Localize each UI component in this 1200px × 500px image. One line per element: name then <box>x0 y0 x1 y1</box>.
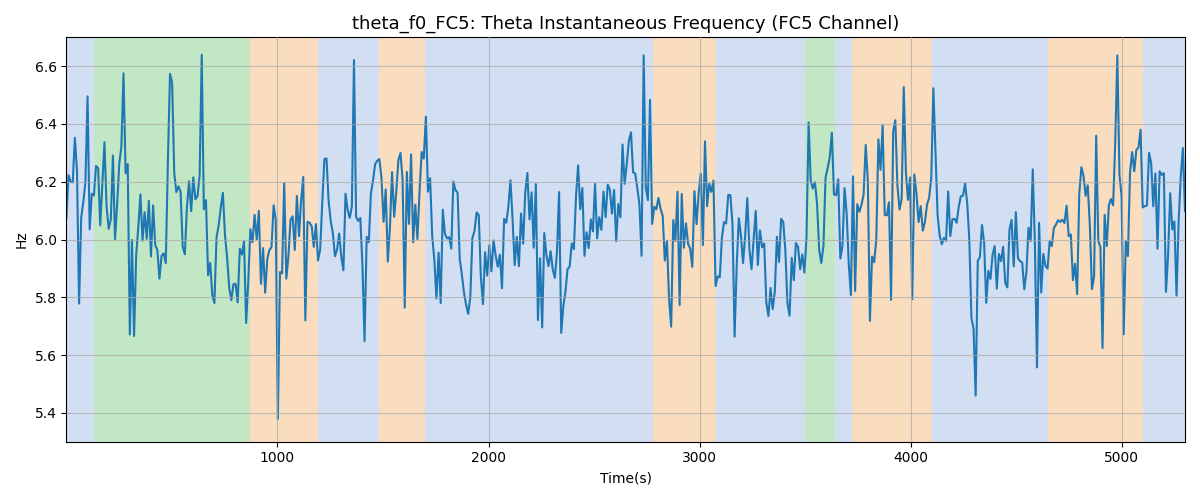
Bar <box>1048 38 1142 442</box>
Bar <box>931 38 1048 442</box>
Bar <box>94 38 250 442</box>
Bar <box>852 38 931 442</box>
Title: theta_f0_FC5: Theta Instantaneous Frequency (FC5 Channel): theta_f0_FC5: Theta Instantaneous Freque… <box>352 15 899 34</box>
Bar <box>653 38 716 442</box>
Bar <box>716 38 805 442</box>
Bar <box>66 38 94 442</box>
Bar <box>379 38 425 442</box>
Bar <box>805 38 835 442</box>
Bar <box>250 38 318 442</box>
Bar <box>318 38 379 442</box>
X-axis label: Time(s): Time(s) <box>600 471 652 485</box>
Y-axis label: Hz: Hz <box>16 230 29 248</box>
Bar <box>425 38 653 442</box>
Bar <box>1142 38 1186 442</box>
Bar <box>835 38 852 442</box>
